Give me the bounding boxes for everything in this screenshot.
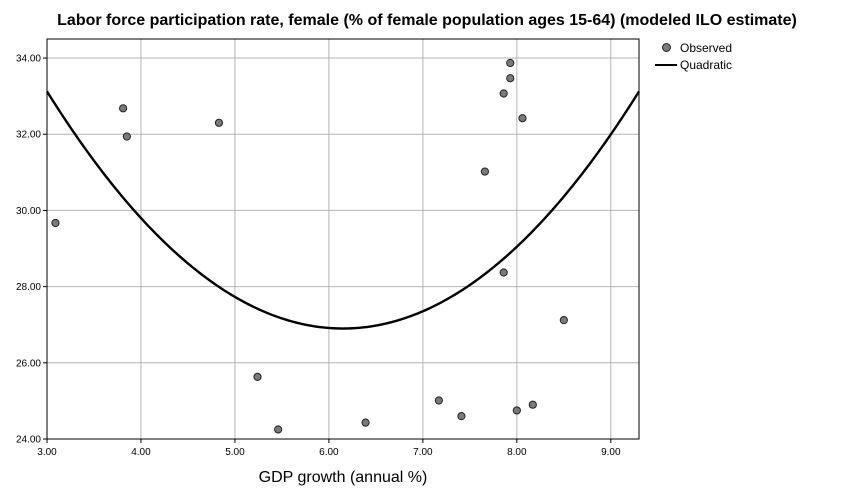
x-tick-label: 3.00 — [37, 447, 57, 458]
observed-point — [51, 218, 60, 228]
observed-point — [122, 132, 131, 141]
observed-point — [119, 104, 128, 113]
y-tick-label: 32.00 — [16, 130, 41, 141]
y-tick-label: 34.00 — [16, 54, 41, 65]
x-tick-label: 4.00 — [131, 447, 151, 458]
observed-point — [559, 316, 568, 325]
chart-title: Labor force participation rate, female (… — [57, 12, 797, 29]
y-tick-label: 28.00 — [16, 282, 41, 293]
x-tick-label: 5.00 — [225, 447, 245, 458]
observed-point — [361, 418, 370, 427]
grid-lines — [47, 39, 639, 439]
observed-point — [518, 114, 527, 123]
legend-label-observed: Observed — [680, 40, 733, 55]
x-tick-label: 9.00 — [601, 447, 621, 458]
y-tick-label: 24.00 — [16, 435, 41, 446]
x-axis-label: GDP growth (annual %) — [258, 469, 428, 486]
legend-label-quadratic: Quadratic — [680, 57, 733, 72]
y-tick-label: 30.00 — [16, 206, 41, 217]
observed-point — [274, 425, 283, 434]
observed-point — [434, 396, 443, 405]
legend: Observed Quadratic — [654, 39, 732, 73]
legend-line-icon — [654, 59, 678, 71]
plot-frame — [46, 38, 640, 440]
legend-item-quadratic: Quadratic — [654, 56, 732, 73]
observed-point — [457, 412, 466, 421]
quadratic-fit-line — [45, 90, 641, 330]
observed-points — [51, 58, 568, 434]
y-tick-label: 26.00 — [16, 358, 41, 369]
legend-item-observed: Observed — [654, 39, 732, 56]
observed-point — [499, 89, 508, 98]
observed-point — [528, 400, 537, 409]
legend-dot-icon — [654, 42, 678, 54]
observed-point — [512, 406, 521, 415]
observed-point — [506, 58, 515, 68]
axis-ticks: 3.00 4.00 5.00 6.00 7.00 8.00 9.00 24.00 26.00 28… — [16, 54, 621, 458]
x-tick-label: 7.00 — [413, 447, 433, 458]
observed-point — [506, 74, 515, 83]
observed-point — [480, 167, 489, 176]
observed-point — [253, 372, 262, 381]
x-tick-label: 6.00 — [319, 447, 339, 458]
observed-point — [214, 118, 224, 127]
observed-point — [499, 268, 508, 277]
x-tick-label: 8.00 — [507, 447, 527, 458]
